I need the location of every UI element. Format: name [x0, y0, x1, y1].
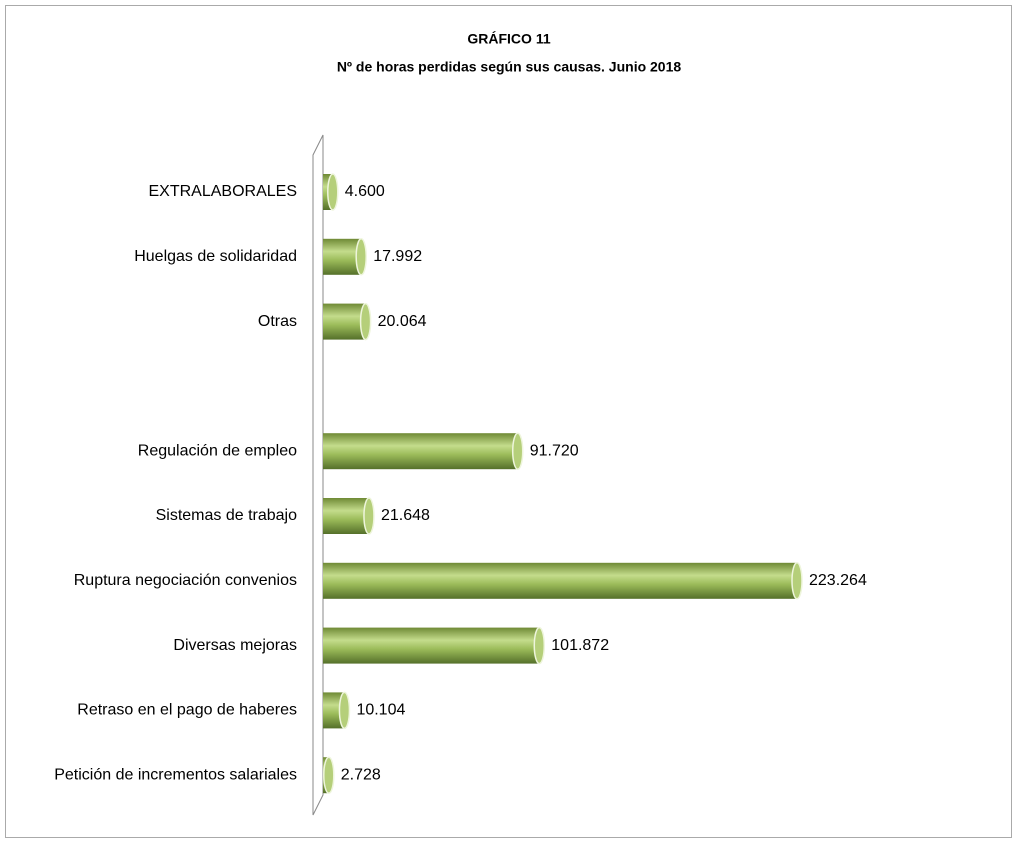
y-tick-label: Sistemas de trabajo [156, 507, 298, 524]
bar [323, 562, 797, 599]
bar-cap [359, 302, 372, 341]
data-label: 17.992 [373, 248, 422, 265]
bar [323, 692, 345, 729]
data-label: 223.264 [809, 572, 867, 589]
bar-cap [363, 497, 375, 535]
bar-cap [791, 562, 803, 600]
bar [323, 303, 366, 340]
bar-cap [338, 691, 351, 730]
bar-cap [511, 432, 524, 470]
y-tick-label: Otras [258, 313, 297, 330]
bar [323, 498, 369, 534]
y-tick-label: Petición de incrementos salariales [54, 766, 297, 783]
chart-frame [5, 5, 1012, 838]
bar-cap [533, 626, 546, 665]
data-label: 21.648 [381, 507, 430, 524]
chart-subtitle: Nº de horas perdidas según sus causas. J… [337, 59, 682, 75]
data-label: 20.064 [378, 313, 427, 330]
y-tick-label: Huelgas de solidaridad [134, 248, 297, 265]
data-label: 101.872 [551, 637, 609, 654]
y-tick-label: Regulación de empleo [138, 442, 297, 459]
chart-title: GRÁFICO 11 [467, 31, 550, 47]
y-tick-label: Diversas mejoras [173, 637, 297, 654]
bar-cap [355, 238, 367, 276]
data-label: 10.104 [356, 702, 405, 719]
y-tick-label: Retraso en el pago de haberes [77, 702, 297, 719]
bar-cap [323, 756, 335, 794]
axis-wall [312, 134, 324, 816]
data-label: 91.720 [530, 442, 579, 459]
data-label: 4.600 [345, 183, 385, 200]
bar [323, 433, 518, 470]
y-tick-label: EXTRALABORALES [149, 183, 298, 200]
bar [323, 238, 362, 275]
bar [323, 627, 540, 664]
bar-cap [327, 173, 339, 211]
y-tick-label: Ruptura negociación convenios [74, 572, 297, 589]
data-label: 2.728 [341, 766, 381, 783]
